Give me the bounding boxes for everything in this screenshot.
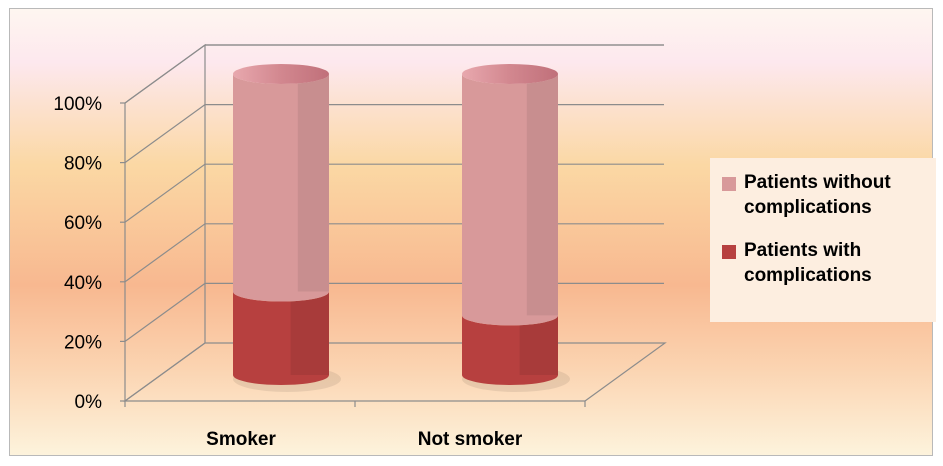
y-tick-label: 20%	[64, 332, 102, 353]
legend-item-with: Patients with complications	[722, 238, 936, 288]
bar-group-1	[233, 64, 341, 392]
legend-label-with: Patients with complications	[744, 238, 936, 288]
legend-swatch-with	[722, 245, 736, 259]
y-tick-label: 40%	[64, 273, 102, 294]
y-tick-label: 100%	[53, 94, 102, 115]
legend-swatch-without	[722, 177, 736, 191]
legend-label-without: Patients without complications	[744, 170, 936, 220]
bar-top-cap	[233, 64, 329, 84]
x-category-label: Not smoker	[418, 429, 523, 450]
bar-group-2	[462, 64, 570, 392]
y-tick-label: 0%	[75, 392, 103, 413]
bar-top-cap	[462, 64, 558, 84]
x-category-label: Smoker	[206, 429, 276, 450]
y-tick-label: 80%	[64, 154, 102, 175]
chart-legend: Patients without complications Patients …	[710, 158, 936, 322]
legend-item-without: Patients without complications	[722, 170, 936, 220]
y-tick-label: 60%	[64, 213, 102, 234]
